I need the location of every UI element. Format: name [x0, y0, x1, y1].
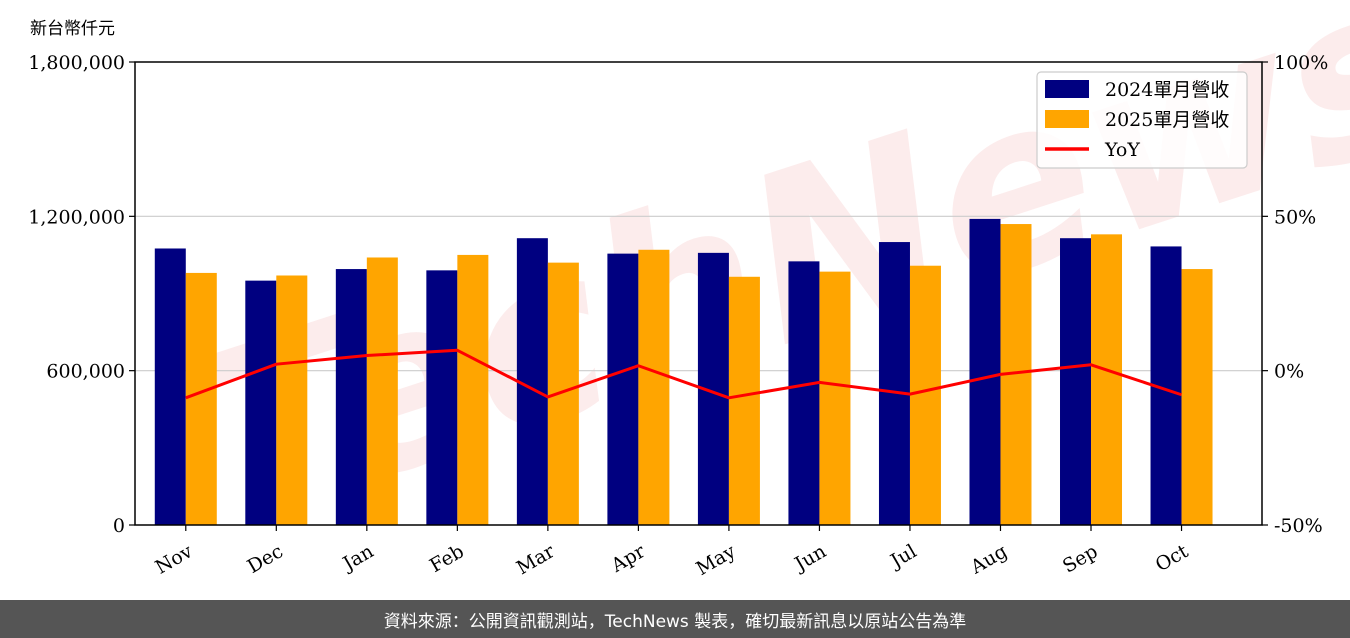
- bar-2024: [245, 280, 277, 525]
- bars: [154, 218, 1213, 526]
- bar-2024: [607, 253, 639, 525]
- x-tick-label: Mar: [513, 540, 559, 579]
- bar-2024: [335, 269, 367, 525]
- x-tick-label: Feb: [426, 540, 468, 577]
- x-tick-label: Dec: [244, 540, 287, 578]
- bar-2024: [516, 238, 548, 526]
- y-tick-label: 0: [113, 515, 125, 537]
- bar-2025: [185, 272, 217, 525]
- yoy-line-layer: [185, 348, 1183, 400]
- legend: 2024單月營收 2025單月營收 YoY: [1036, 71, 1248, 169]
- bar-2024: [154, 248, 186, 525]
- x-tick-label: May: [692, 540, 739, 580]
- x-tick-label: Nov: [152, 540, 197, 579]
- x-tick-label: Jun: [789, 540, 830, 576]
- x-tick-label: Aug: [966, 540, 1011, 579]
- y2-tick-label: 100%: [1274, 52, 1328, 74]
- x-tick-label: Oct: [1152, 540, 1193, 576]
- y-tick-label: 600,000: [46, 361, 125, 383]
- bar-2024: [969, 218, 1001, 525]
- y2-tick-label: 50%: [1274, 206, 1316, 228]
- bar-2025: [366, 257, 398, 525]
- bar-2024: [788, 261, 820, 525]
- legend-item-2025-label: 2025單月營收: [1105, 109, 1229, 131]
- legend-item-2024-label: 2024單月營收: [1105, 79, 1229, 101]
- legend-item-yoy-label: YoY: [1104, 139, 1140, 161]
- x-tick-label: Sep: [1059, 540, 1102, 577]
- y2-tick-label: 0%: [1274, 361, 1304, 383]
- bar-2025: [728, 276, 760, 525]
- bar-2025: [457, 254, 489, 525]
- bar-2025: [819, 271, 851, 525]
- bar-2024: [1060, 238, 1092, 526]
- legend-item-2024-swatch: [1045, 80, 1089, 98]
- bar-2024: [878, 242, 910, 526]
- revenue-chart: 0 600,000 1,200,000 1,800,000 -50% 0% 50% 100% N…: [28, 52, 1328, 580]
- yoy-line: [185, 348, 1183, 400]
- x-tick-label: Apr: [607, 540, 650, 577]
- bar-2024: [426, 270, 458, 525]
- bar-2025: [638, 249, 670, 525]
- y-axis-unit-label: 新台幣仟元: [30, 19, 115, 39]
- plot-frame: [134, 61, 1263, 526]
- bar-2025: [1091, 234, 1123, 526]
- y2-tick-label: -50%: [1274, 515, 1323, 537]
- legend-box: [1036, 71, 1248, 169]
- x-tick-label: Jul: [885, 540, 920, 573]
- x-tick-label: Jan: [338, 540, 378, 576]
- bar-2025: [1181, 269, 1213, 525]
- y-tick-label: 1,200,000: [28, 206, 125, 228]
- legend-item-2025-swatch: [1045, 110, 1089, 128]
- bar-2025: [276, 275, 308, 525]
- y-tick-label: 1,800,000: [28, 52, 125, 74]
- source-footer: 資料來源：公開資訊觀測站，TechNews 製表，確切最新訊息以原站公告為準: [0, 600, 1350, 638]
- bar-2025: [909, 265, 941, 525]
